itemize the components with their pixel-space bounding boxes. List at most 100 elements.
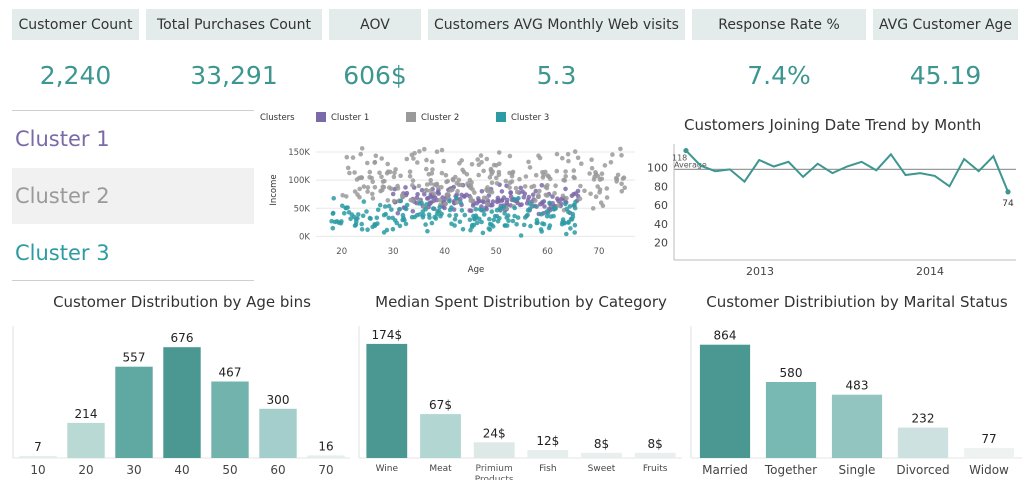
scatter-point	[425, 195, 431, 201]
scatter-point	[619, 153, 624, 158]
bar-category-label: 50	[222, 463, 237, 477]
scatter-point	[475, 157, 480, 162]
kpi-value-customer-count: 2,240	[39, 60, 112, 90]
scatter-point	[504, 223, 510, 228]
bar-category-label: Married	[702, 463, 748, 477]
scatter-point	[381, 230, 387, 235]
scatter-point	[441, 158, 446, 164]
cluster-3-filter[interactable]: Cluster 3	[15, 241, 110, 265]
scatter-point	[369, 175, 374, 181]
scatter-point	[507, 180, 513, 185]
scatter-point	[467, 177, 473, 183]
scatter-point	[489, 180, 495, 186]
scatter-point	[428, 181, 433, 186]
scatter-point	[539, 201, 545, 206]
scatter-point	[356, 212, 361, 217]
bar-marital-2	[831, 394, 883, 458]
scatter-point	[481, 212, 487, 217]
scatter-point	[442, 205, 447, 211]
bar-age-4	[211, 381, 249, 458]
bar-category-label: Sweet	[588, 464, 616, 474]
scatter-point	[559, 221, 565, 227]
scatter-point	[577, 196, 583, 202]
bar-category-label: 60	[270, 463, 285, 477]
scatter-point	[347, 170, 352, 176]
bar-category-label: 30	[126, 463, 141, 477]
bar-value-label: 300	[267, 393, 290, 407]
scatter-point	[379, 174, 384, 180]
scatter-point	[429, 171, 435, 176]
kpi-value-web-visits: 5.3	[536, 60, 577, 90]
scatter-point	[336, 220, 342, 225]
scatter-point	[547, 200, 552, 206]
scatter-point	[372, 160, 377, 165]
scatter-point	[420, 209, 426, 214]
scatter-point	[379, 156, 384, 161]
scatter-x-tick: 50	[491, 247, 502, 257]
scatter-point	[417, 201, 422, 206]
scatter-x-tick: 70	[594, 247, 605, 257]
bar-age-3	[163, 347, 201, 458]
scatter-point	[587, 171, 592, 176]
bar-category-label: Meat	[429, 464, 452, 474]
bar-value-label: 232	[912, 412, 935, 426]
scatter-point	[395, 210, 401, 216]
scatter-point	[375, 207, 381, 213]
scatter-point	[544, 209, 549, 214]
scatter-point	[597, 190, 602, 195]
scatter-point	[608, 160, 614, 165]
scatter-point	[432, 195, 438, 200]
cluster-2-filter[interactable]: Cluster 2	[12, 168, 254, 224]
scatter-point	[518, 185, 523, 191]
scatter-point	[593, 194, 599, 199]
scatter-point	[329, 218, 334, 224]
scatter-point	[469, 162, 475, 167]
scatter-point	[353, 216, 359, 222]
scatter-point	[420, 215, 426, 220]
scatter-point	[450, 177, 456, 183]
scatter-point	[600, 203, 606, 208]
bar-category-label: Widow	[969, 463, 1009, 477]
scatter-point	[391, 198, 397, 204]
scatter-point	[360, 213, 366, 219]
scatter-point	[425, 228, 430, 234]
scatter-point	[379, 187, 385, 193]
scatter-point	[554, 168, 560, 174]
scatter-point	[439, 184, 444, 190]
bar-age-5	[259, 408, 297, 458]
scatter-point	[480, 230, 486, 236]
scatter-point	[566, 209, 571, 215]
bar-marital-1	[765, 382, 817, 458]
bar-value-label: 483	[846, 379, 869, 393]
scatter-point	[572, 230, 577, 235]
scatter-point	[590, 206, 596, 211]
scatter-point	[589, 157, 594, 162]
cluster-1-filter[interactable]: Cluster 1	[15, 127, 110, 151]
scatter-point	[571, 174, 576, 180]
scatter-point	[342, 211, 347, 216]
scatter-point	[620, 176, 626, 181]
scatter-point	[554, 151, 560, 157]
scatter-point	[522, 184, 528, 189]
scatter-point	[570, 214, 576, 220]
scatter-point	[530, 192, 536, 197]
scatter-point	[344, 205, 349, 211]
scatter-point	[411, 156, 416, 161]
scatter-point	[538, 227, 544, 232]
scatter-point	[377, 202, 383, 208]
scatter-point	[458, 182, 464, 188]
scatter-point	[508, 190, 513, 196]
scatter-point	[439, 170, 445, 176]
scatter-point	[533, 188, 539, 194]
scatter-point	[407, 169, 413, 174]
age-bins-chart-title: Customer Distribution by Age bins	[53, 293, 311, 311]
bar-category-label: 40	[174, 463, 189, 477]
scatter-point	[533, 198, 538, 203]
scatter-point	[513, 185, 519, 191]
scatter-point	[364, 209, 369, 214]
scatter-point	[514, 222, 519, 227]
scatter-point	[572, 149, 578, 154]
scatter-point	[397, 206, 402, 212]
scatter-point	[468, 183, 474, 189]
scatter-point	[340, 193, 345, 198]
